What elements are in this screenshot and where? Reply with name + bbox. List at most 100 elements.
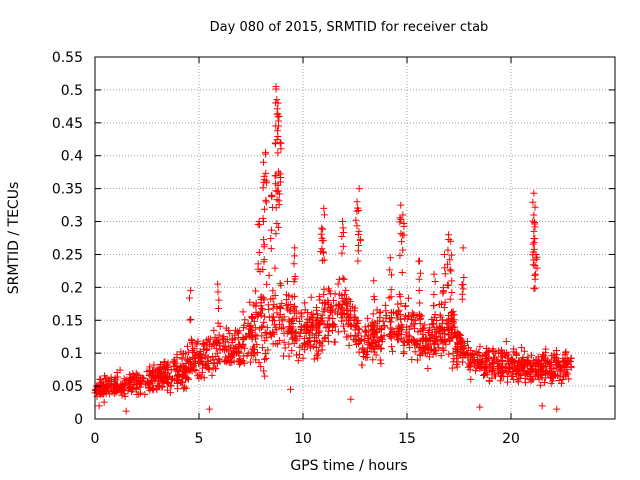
data-point — [313, 310, 321, 318]
data-point — [268, 204, 276, 212]
data-point — [316, 327, 324, 335]
data-point — [394, 325, 402, 333]
data-point — [267, 295, 275, 303]
data-point — [259, 184, 267, 192]
data-point — [291, 273, 299, 281]
data-point — [436, 311, 444, 319]
data-point — [318, 314, 326, 322]
data-point — [122, 407, 130, 415]
data-point — [339, 242, 347, 250]
data-point — [531, 220, 539, 228]
data-point — [513, 376, 521, 384]
y-axis-label: SRMTID / TECUs — [6, 182, 22, 295]
data-point — [355, 227, 363, 235]
data-point — [280, 338, 288, 346]
data-point — [527, 351, 535, 359]
data-point — [370, 293, 378, 301]
data-point — [188, 336, 196, 344]
data-point — [383, 311, 391, 319]
data-point — [247, 325, 255, 333]
data-point — [453, 328, 461, 336]
data-point — [369, 310, 377, 318]
data-point — [262, 198, 270, 206]
data-point — [374, 343, 382, 351]
x-tick-label: 20 — [502, 431, 520, 447]
data-point — [396, 214, 404, 222]
data-point — [341, 298, 349, 306]
data-point — [406, 332, 414, 340]
data-point — [430, 302, 438, 310]
data-point — [320, 307, 328, 315]
data-point — [221, 357, 229, 365]
data-point — [510, 345, 518, 353]
data-point — [248, 327, 256, 335]
data-point — [397, 201, 405, 209]
data-point — [475, 348, 483, 356]
data-point — [423, 349, 431, 357]
data-point — [308, 331, 316, 339]
data-point — [353, 207, 361, 215]
data-point — [262, 169, 270, 177]
y-tick-label: 0.05 — [52, 379, 83, 395]
data-point — [324, 331, 332, 339]
data-point — [302, 328, 310, 336]
data-point — [565, 375, 573, 383]
data-point — [512, 366, 520, 374]
data-point — [275, 112, 283, 120]
data-point — [272, 323, 280, 331]
data-point — [147, 384, 155, 392]
data-point — [248, 313, 256, 321]
data-point — [515, 357, 523, 365]
data-point — [532, 356, 540, 364]
data-point — [125, 379, 133, 387]
data-point — [261, 329, 269, 337]
data-point — [388, 347, 396, 355]
data-point — [447, 237, 455, 245]
data-point — [429, 350, 437, 358]
data-point — [497, 349, 505, 357]
data-point — [149, 385, 157, 393]
data-point — [319, 225, 327, 233]
data-point — [415, 286, 423, 294]
data-point — [272, 83, 280, 91]
data-point — [246, 298, 254, 306]
data-point — [459, 358, 467, 366]
data-point — [212, 352, 220, 360]
data-point — [254, 312, 262, 320]
data-point — [271, 264, 279, 272]
data-point — [263, 280, 271, 288]
data-point — [328, 321, 336, 329]
data-point — [394, 336, 402, 344]
data-point — [340, 275, 348, 283]
data-point — [272, 171, 280, 179]
data-point — [178, 354, 186, 362]
data-point — [421, 321, 429, 329]
data-point — [317, 248, 325, 256]
data-point — [439, 316, 447, 324]
data-point — [235, 341, 243, 349]
data-point — [161, 375, 169, 383]
data-point — [156, 360, 164, 368]
data-point — [518, 363, 526, 371]
data-point — [260, 172, 268, 180]
data-point — [552, 357, 560, 365]
data-point — [252, 287, 260, 295]
data-point — [527, 377, 535, 385]
data-point — [253, 332, 261, 340]
data-point — [247, 358, 255, 366]
grid-layer — [95, 57, 615, 419]
data-point — [342, 286, 350, 294]
data-point — [447, 329, 455, 337]
data-point — [538, 356, 546, 364]
data-point — [267, 245, 275, 253]
data-point — [167, 382, 175, 390]
data-point — [543, 358, 551, 366]
data-point — [446, 295, 454, 303]
data-point — [471, 361, 479, 369]
y-tick-label: 0.3 — [61, 215, 83, 231]
data-point — [518, 364, 526, 372]
data-point — [481, 352, 489, 360]
data-point — [216, 346, 224, 354]
data-point — [173, 371, 181, 379]
